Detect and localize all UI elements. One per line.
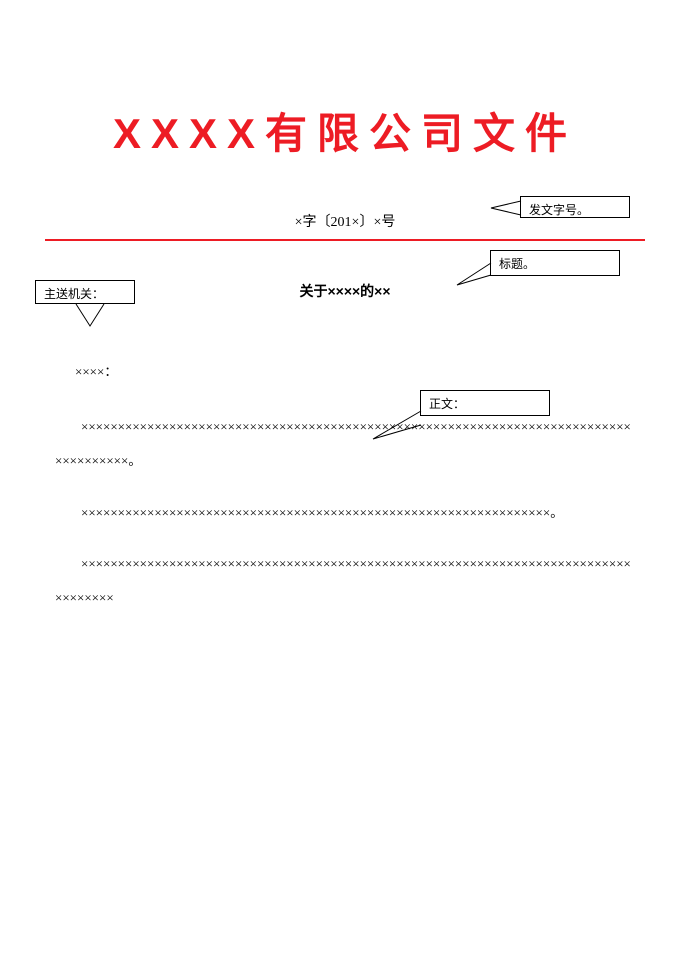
red-separator [45,239,645,241]
callout-tail-icon [373,411,421,441]
callout-body: 正文： [420,390,550,416]
document-page: XXXX有限公司文件 ×字〔201×〕×号 关于××××的×× ××××： ××… [0,0,690,975]
body-paragraph: ××××××××××××××××××××××××××××××××××××××××… [45,410,645,478]
body-paragraph: ××××××××××××××××××××××××××××××××××××××××… [45,496,645,530]
callout-tail-icon [491,201,521,215]
callout-recipient-label: 主送机关： [44,287,104,301]
callout-tail-icon [76,304,106,326]
callout-recipient: 主送机关： [35,280,135,304]
callout-doc-number-label: 发文字号。 [529,203,589,217]
callout-doc-number: 发文字号。 [520,196,630,218]
company-header: XXXX有限公司文件 [45,100,645,161]
recipient-line: ××××： [75,361,645,380]
company-suffix: 有限公司文件 [265,110,577,157]
body-paragraph: ××××××××××××××××××××××××××××××××××××××××… [45,547,645,615]
callout-title: 标题。 [490,250,620,276]
callout-tail-icon [457,263,491,287]
callout-body-label: 正文： [429,397,465,411]
callout-title-label: 标题。 [499,257,535,271]
document-subject: 关于××××的×× [45,281,645,301]
company-prefix: XXXX [113,110,265,157]
